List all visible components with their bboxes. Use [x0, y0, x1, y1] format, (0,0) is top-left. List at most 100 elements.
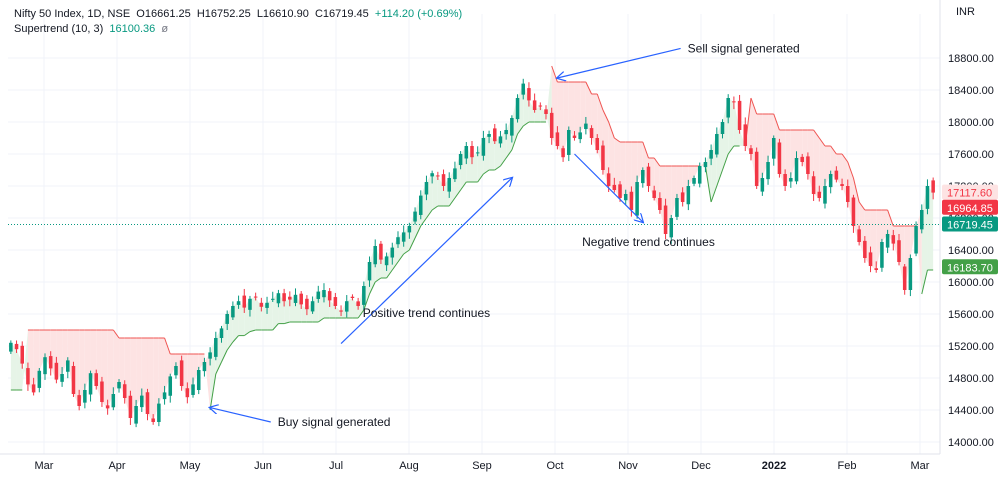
- candle-body: [612, 184, 617, 190]
- candle: [823, 178, 827, 209]
- candle-body: [20, 345, 24, 364]
- candle: [771, 135, 776, 166]
- trend-fill-segment: [193, 354, 199, 385]
- y-tick-label: 15600.00: [948, 309, 994, 321]
- candle-body: [362, 286, 366, 305]
- y-tick-label: 14400.00: [948, 405, 994, 417]
- supertrend-segment: [750, 97, 758, 115]
- trend-fill-segment: [158, 338, 165, 404]
- y-tick-label: 16000.00: [948, 277, 994, 289]
- candle-body: [157, 403, 161, 422]
- candle-body: [441, 174, 446, 186]
- trend-fill-segment: [540, 106, 547, 122]
- candle-body: [162, 392, 167, 400]
- candle-body: [743, 124, 748, 146]
- symbol-title[interactable]: Nifty 50 Index, 1D, NSE: [14, 8, 131, 20]
- candle: [908, 254, 913, 297]
- candle-body: [151, 418, 155, 422]
- x-tick-label: Nov: [618, 460, 638, 472]
- supertrend-line: [10, 65, 934, 411]
- trend-fill-segment: [90, 330, 97, 386]
- candle-body: [66, 360, 70, 372]
- candle-body: [259, 302, 264, 307]
- candle-body: [128, 395, 133, 418]
- candle-body: [538, 105, 543, 107]
- candle-body: [453, 168, 457, 180]
- annotation-label: Buy signal generated: [278, 415, 391, 429]
- candle-body: [811, 176, 816, 194]
- time-axis[interactable]: Mar Apr May Jun Jul Aug Sep Oct Nov Dec 2022 Feb Mar: [0, 453, 940, 472]
- candle: [697, 162, 702, 188]
- candle: [231, 301, 235, 320]
- candle-body: [100, 381, 104, 402]
- trend-fill-segment: [768, 114, 774, 162]
- price-axis[interactable]: 14000.00 14400.00 14800.00 15200.00 15600.00…: [939, 0, 994, 454]
- x-tick-label: Apr: [108, 460, 125, 472]
- candle: [737, 94, 742, 134]
- trend-fill-segment: [107, 330, 114, 409]
- candle: [88, 370, 93, 402]
- candle: [749, 145, 753, 161]
- candle-body: [248, 298, 252, 310]
- candle-body: [174, 366, 178, 376]
- candle-body: [857, 229, 861, 242]
- supertrend-segment: [426, 209, 433, 219]
- candle: [447, 172, 451, 198]
- candle: [77, 389, 81, 411]
- indicator-title[interactable]: Supertrend (10, 3): [14, 23, 104, 35]
- candle: [436, 171, 440, 180]
- candle: [179, 355, 184, 391]
- candle: [470, 140, 474, 165]
- price-label-bg: [942, 216, 998, 232]
- candle: [777, 138, 782, 178]
- supertrend-segment: [608, 121, 615, 139]
- x-tick-label: Jul: [329, 460, 343, 472]
- candle-body: [276, 293, 281, 304]
- y-tick-label: 16400.00: [948, 245, 994, 257]
- candle: [265, 296, 269, 314]
- candle: [527, 82, 531, 107]
- candle: [362, 281, 366, 310]
- candle: [669, 214, 674, 244]
- candle-body: [806, 156, 810, 174]
- candle: [305, 295, 309, 316]
- x-tick-label: Oct: [546, 460, 563, 472]
- supertrend-segment: [477, 173, 484, 183]
- candle-body: [737, 100, 742, 130]
- candle: [219, 325, 224, 343]
- indicator-visibility-icon[interactable]: ø: [161, 23, 169, 35]
- x-tick-label: Feb: [838, 460, 857, 472]
- trend-fill-segment: [10, 342, 17, 390]
- candle-body: [578, 132, 582, 140]
- supertrend-segment: [847, 161, 854, 179]
- candle-body: [914, 226, 918, 254]
- candle: [658, 192, 662, 214]
- candle-body: [242, 295, 247, 308]
- candle-body: [601, 145, 605, 170]
- candle-body: [356, 301, 360, 306]
- trend-fill-segment: [608, 122, 615, 190]
- candle: [487, 130, 491, 144]
- supertrend-segment: [596, 93, 604, 111]
- trend-fill-segment: [819, 138, 825, 198]
- candle: [686, 179, 691, 211]
- supertrend-segment: [448, 197, 456, 207]
- candle: [316, 285, 321, 303]
- candle: [515, 94, 520, 123]
- candle-body: [845, 186, 850, 202]
- candle: [379, 240, 383, 264]
- candle: [248, 295, 252, 317]
- candle-body: [43, 357, 47, 375]
- candle: [293, 288, 298, 307]
- candle: [475, 146, 480, 157]
- candle-body: [470, 146, 474, 158]
- trend-fill-segment: [580, 82, 586, 133]
- x-tick-label: Aug: [399, 460, 419, 472]
- candle: [891, 229, 896, 251]
- supertrend-segment: [164, 337, 171, 355]
- trend-fill-segment: [790, 130, 797, 178]
- candle-body: [305, 298, 309, 310]
- trend-fill-segment: [170, 354, 176, 377]
- trend-fill-segment: [733, 102, 740, 146]
